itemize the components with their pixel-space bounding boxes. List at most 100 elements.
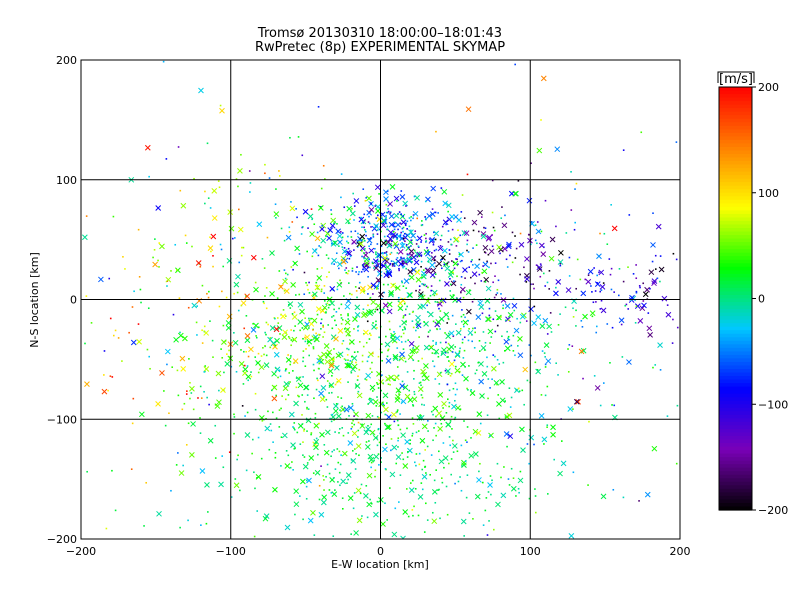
data-point-dot [325, 398, 328, 401]
data-point-dot [345, 240, 348, 243]
data-point-cross [292, 358, 299, 365]
data-point-dot [328, 303, 331, 306]
data-point-dot [419, 414, 422, 416]
data-point-dot [377, 214, 379, 217]
data-point-dot [433, 427, 435, 429]
data-point-dot [275, 394, 277, 397]
data-point-cross [263, 513, 270, 519]
data-point-cross [472, 428, 479, 435]
data-point-dot [609, 362, 611, 364]
data-point-dot [414, 487, 417, 490]
data-point-cross [420, 368, 426, 375]
data-point-cross [313, 438, 320, 445]
data-point-dot [464, 439, 467, 442]
data-point-cross [190, 421, 196, 427]
data-point-dot [331, 316, 333, 318]
data-point-dot [340, 173, 343, 175]
data-point-dot [320, 322, 322, 325]
data-point-cross [375, 302, 382, 309]
data-point-dot [348, 415, 350, 417]
data-point-dot [294, 325, 296, 327]
data-point-dot [492, 354, 495, 356]
data-point-dot [487, 378, 490, 380]
data-point-dot [365, 341, 368, 344]
colorbar-segment [719, 506, 752, 511]
data-point-dot [355, 271, 357, 273]
data-point-dot [543, 443, 545, 445]
data-point-cross [639, 305, 646, 312]
data-point-dot [347, 242, 350, 244]
data-point-dot [261, 420, 264, 422]
data-point-cross [487, 328, 494, 335]
data-point-dot [355, 361, 357, 364]
data-point-dot [378, 260, 380, 263]
data-point-dot [474, 327, 476, 329]
data-point-cross [316, 357, 323, 364]
data-point-cross [463, 230, 470, 237]
data-point-dot [323, 292, 326, 294]
data-point-dot [468, 365, 470, 367]
chart-title: Tromsø 20130310 18:00:00–18:01:43 [257, 26, 502, 41]
data-point-dot [469, 276, 472, 279]
data-point-dot [435, 265, 438, 268]
data-point-cross [439, 415, 446, 421]
data-point-cross [173, 336, 179, 343]
data-point-cross [448, 330, 455, 337]
data-point-dot [185, 393, 188, 395]
data-point-dot [435, 248, 438, 251]
colorbar-segment [719, 266, 752, 271]
data-point-dot [422, 283, 425, 286]
data-point-dot [523, 403, 525, 406]
data-point-dot [277, 322, 280, 324]
data-point-cross [538, 242, 545, 249]
data-point-dot [427, 331, 430, 333]
data-point-dot [323, 479, 325, 481]
colorbar-segment [719, 284, 752, 289]
colorbar-segment [719, 287, 752, 293]
data-point-dot [302, 350, 305, 352]
data-point-dot [421, 396, 424, 399]
data-point-dot [491, 245, 494, 248]
data-point-dot [239, 489, 241, 492]
data-point-dot [425, 232, 427, 235]
data-point-dot [456, 388, 458, 391]
data-point-dot [487, 491, 490, 493]
data-point-cross [388, 374, 394, 381]
data-point-dot [226, 353, 228, 355]
data-point-dot [201, 329, 203, 332]
data-point-dot [446, 322, 449, 324]
data-point-dot [456, 450, 459, 453]
data-point-dot [421, 220, 423, 222]
data-point-dot [418, 289, 421, 291]
data-point-cross [351, 355, 358, 361]
data-point-dot [356, 246, 359, 248]
data-point-dot [611, 326, 614, 329]
data-point-dot [389, 212, 392, 214]
data-point-cross [388, 290, 395, 296]
data-point-dot [496, 324, 499, 327]
data-point-dot [472, 327, 474, 330]
data-point-dot [317, 367, 320, 370]
data-point-dot [264, 295, 266, 297]
data-point-cross [392, 355, 399, 362]
data-point-dot [595, 325, 598, 328]
data-point-dot [659, 280, 661, 283]
data-point-dot [356, 379, 359, 381]
data-point-cross [375, 208, 381, 214]
data-point-dot [278, 369, 281, 372]
data-point-dot [278, 409, 281, 411]
data-point-dot [400, 213, 403, 215]
data-point-dot [344, 269, 346, 271]
data-point-dot [365, 485, 368, 487]
data-point-dot [254, 281, 257, 284]
data-point-dot [463, 420, 465, 422]
data-point-cross [413, 259, 420, 266]
colorbar-segment [719, 393, 752, 398]
data-point-dot [468, 289, 471, 291]
data-point-dot [107, 389, 109, 392]
data-point-dot [517, 487, 520, 490]
data-point-cross [297, 301, 304, 308]
colorbar-segment [719, 435, 752, 441]
data-point-cross [442, 219, 449, 226]
data-point-dot [435, 328, 438, 330]
